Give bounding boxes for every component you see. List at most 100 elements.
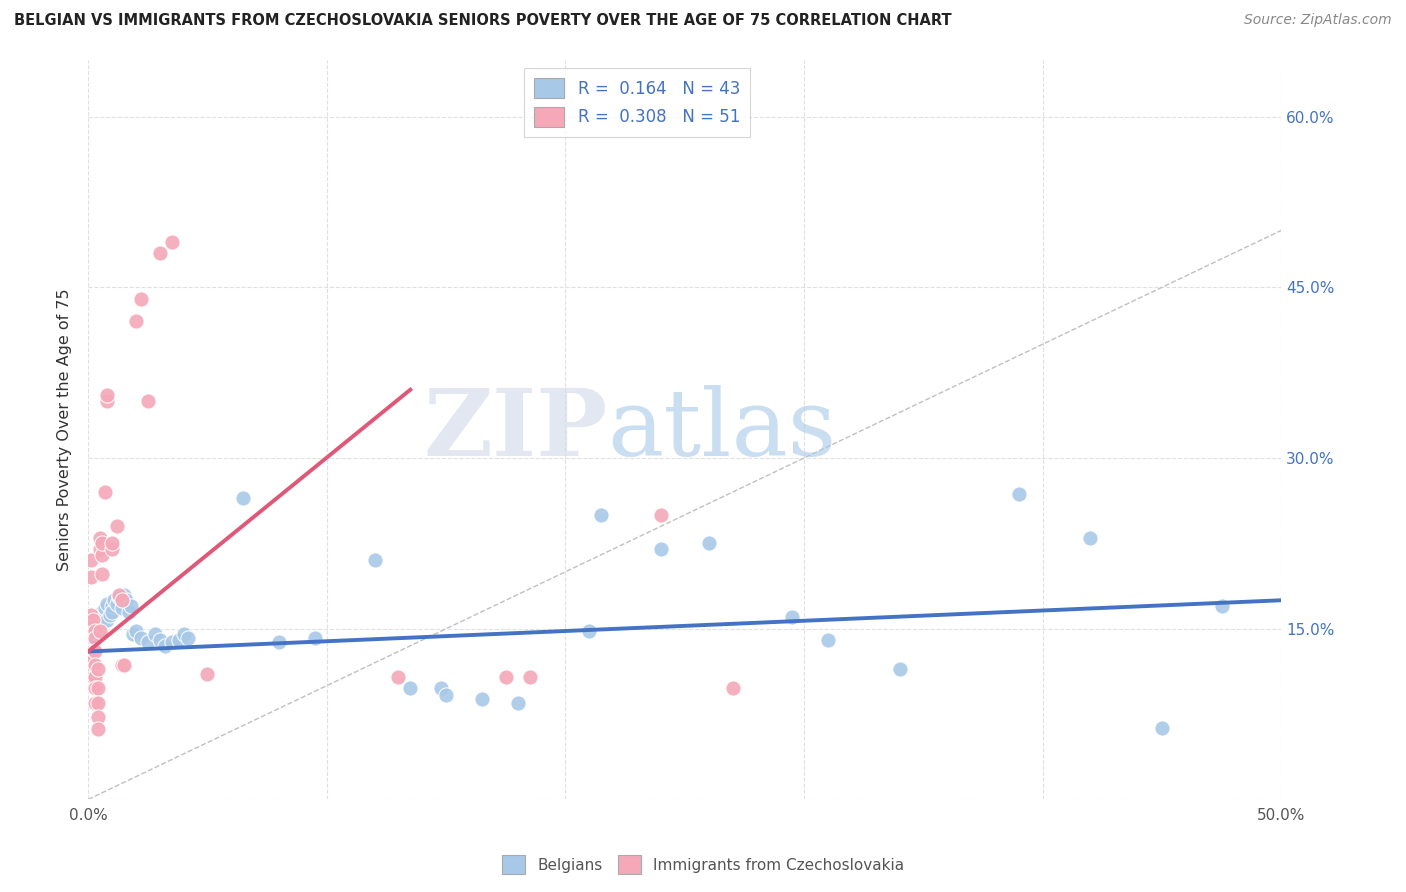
Point bbox=[89, 613, 111, 627]
Point bbox=[82, 619, 104, 633]
Point bbox=[101, 542, 124, 557]
Point bbox=[89, 608, 111, 623]
Point bbox=[136, 635, 159, 649]
Point bbox=[86, 710, 108, 724]
Point bbox=[91, 548, 114, 562]
Point bbox=[91, 605, 114, 619]
Point bbox=[84, 658, 107, 673]
Point bbox=[84, 644, 107, 658]
Point bbox=[173, 627, 195, 641]
Point bbox=[1211, 599, 1233, 613]
Point bbox=[650, 508, 672, 522]
Point bbox=[122, 627, 145, 641]
Text: BELGIAN VS IMMIGRANTS FROM CZECHOSLOVAKIA SENIORS POVERTY OVER THE AGE OF 75 COR: BELGIAN VS IMMIGRANTS FROM CZECHOSLOVAKI… bbox=[14, 13, 952, 29]
Point bbox=[82, 613, 104, 627]
Point bbox=[160, 635, 183, 649]
Point bbox=[697, 536, 720, 550]
Point bbox=[160, 235, 183, 249]
Point bbox=[118, 605, 141, 619]
Point bbox=[506, 696, 529, 710]
Point bbox=[79, 608, 101, 623]
Point bbox=[143, 627, 166, 641]
Point bbox=[112, 588, 135, 602]
Point bbox=[120, 599, 142, 613]
Point bbox=[101, 536, 124, 550]
Point bbox=[110, 593, 132, 607]
Point bbox=[79, 624, 101, 638]
Point bbox=[79, 627, 101, 641]
Point bbox=[108, 588, 131, 602]
Point bbox=[96, 394, 118, 409]
Point bbox=[108, 590, 131, 604]
Point bbox=[129, 631, 152, 645]
Point bbox=[267, 635, 290, 649]
Point bbox=[153, 639, 176, 653]
Point bbox=[84, 681, 107, 695]
Point bbox=[817, 633, 839, 648]
Point bbox=[650, 542, 672, 557]
Point bbox=[495, 669, 517, 683]
Point bbox=[94, 601, 117, 615]
Point bbox=[1008, 487, 1031, 501]
Point bbox=[82, 654, 104, 668]
Point bbox=[84, 696, 107, 710]
Point bbox=[105, 597, 128, 611]
Point bbox=[89, 624, 111, 638]
Point bbox=[519, 669, 541, 683]
Point bbox=[86, 624, 108, 638]
Point bbox=[84, 622, 107, 636]
Point bbox=[232, 491, 254, 505]
Text: ZIP: ZIP bbox=[423, 384, 607, 475]
Point bbox=[96, 388, 118, 402]
Point bbox=[110, 601, 132, 615]
Point bbox=[1080, 531, 1102, 545]
Point bbox=[149, 246, 172, 260]
Point bbox=[125, 624, 148, 638]
Point bbox=[98, 608, 121, 623]
Text: atlas: atlas bbox=[607, 384, 837, 475]
Point bbox=[387, 669, 409, 683]
Point bbox=[89, 542, 111, 557]
Point bbox=[889, 662, 911, 676]
Point bbox=[471, 692, 494, 706]
Point bbox=[94, 610, 117, 624]
Point bbox=[167, 633, 190, 648]
Point bbox=[91, 615, 114, 630]
Point bbox=[86, 681, 108, 695]
Point bbox=[82, 624, 104, 638]
Point bbox=[79, 570, 101, 584]
Point bbox=[780, 610, 803, 624]
Point bbox=[89, 531, 111, 545]
Y-axis label: Seniors Poverty Over the Age of 75: Seniors Poverty Over the Age of 75 bbox=[58, 288, 72, 571]
Point bbox=[86, 662, 108, 676]
Point bbox=[82, 624, 104, 638]
Point bbox=[84, 615, 107, 630]
Point bbox=[177, 631, 200, 645]
Point bbox=[112, 658, 135, 673]
Point bbox=[578, 624, 600, 638]
Point bbox=[82, 669, 104, 683]
Point bbox=[103, 593, 125, 607]
Point bbox=[101, 605, 124, 619]
Point bbox=[721, 681, 744, 695]
Point bbox=[91, 536, 114, 550]
Point bbox=[91, 567, 114, 582]
Point bbox=[82, 662, 104, 676]
Point bbox=[1152, 721, 1174, 735]
Point bbox=[591, 508, 613, 522]
Point bbox=[82, 644, 104, 658]
Point bbox=[136, 394, 159, 409]
Point bbox=[430, 681, 453, 695]
Point bbox=[86, 619, 108, 633]
Point bbox=[115, 593, 138, 607]
Point bbox=[110, 658, 132, 673]
Legend: Belgians, Immigrants from Czechoslovakia: Belgians, Immigrants from Czechoslovakia bbox=[496, 849, 910, 880]
Point bbox=[434, 688, 457, 702]
Point bbox=[84, 631, 107, 645]
Point bbox=[82, 631, 104, 645]
Point bbox=[197, 667, 219, 681]
Point bbox=[304, 631, 326, 645]
Point bbox=[399, 681, 422, 695]
Point bbox=[101, 599, 124, 613]
Point bbox=[363, 553, 385, 567]
